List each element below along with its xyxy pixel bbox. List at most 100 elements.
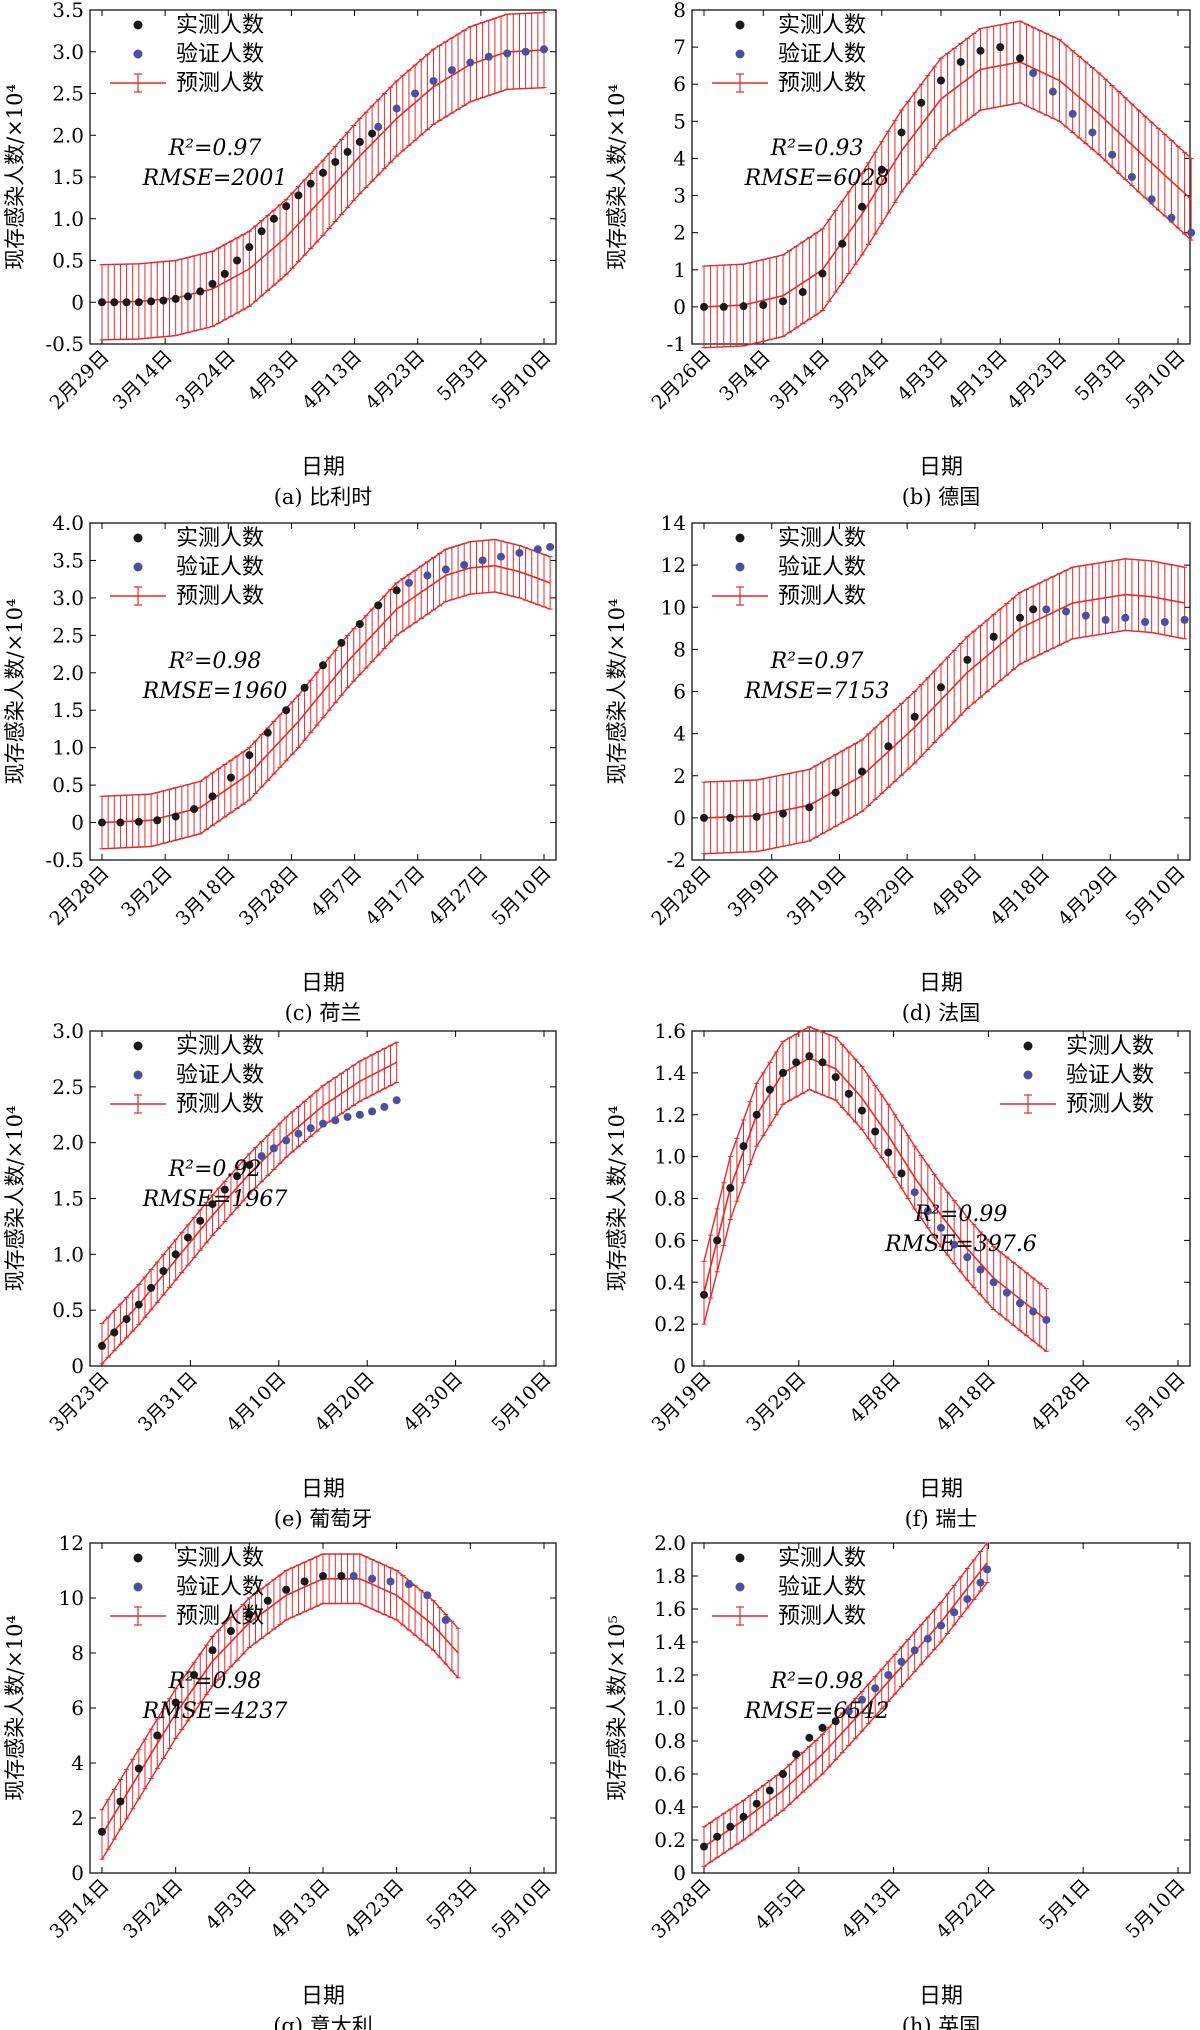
x-tick-label: 3月14日	[766, 346, 834, 414]
validation-point	[282, 1136, 291, 1145]
y-axis-label: 现存感染人数/×10⁴	[3, 1106, 27, 1292]
observed-point	[263, 1596, 272, 1605]
y-tick-label: 0.5	[52, 1298, 84, 1322]
legend-marker	[735, 562, 745, 572]
observed-point	[937, 683, 945, 692]
legend-label: 实测人数	[778, 1546, 866, 1571]
y-tick-label: 0.5	[52, 249, 84, 273]
x-tick-label: 5月3日	[1071, 346, 1131, 406]
validation-point	[533, 545, 542, 554]
x-tick-label: 3月19日	[647, 1368, 715, 1436]
validation-point	[1002, 1288, 1011, 1297]
validation-point	[910, 1646, 919, 1655]
y-tick-label: 2	[71, 1806, 84, 1830]
validation-point	[910, 1188, 919, 1197]
observed-point	[719, 302, 728, 311]
observed-point	[739, 1812, 748, 1821]
observed-point	[798, 288, 807, 297]
validation-point	[368, 1107, 377, 1116]
observed-point	[337, 638, 346, 647]
x-axis-label: 日期	[301, 455, 345, 480]
y-tick-label: 3.0	[52, 40, 84, 64]
observed-point	[190, 1671, 199, 1679]
observed-point	[269, 214, 278, 223]
y-tick-label: 1.5	[52, 1187, 84, 1211]
legend-marker	[1023, 1070, 1033, 1080]
observed-point	[838, 239, 847, 248]
x-tick-label: 3月29日	[742, 1368, 810, 1436]
x-tick-label: 4月23日	[340, 1875, 408, 1943]
validation-point	[1029, 1307, 1038, 1316]
panel-caption: (e) 葡萄牙	[274, 1507, 373, 1531]
r2-annotation: R²=0.99	[914, 1202, 1008, 1227]
y-tick-label: 10	[59, 1586, 84, 1610]
validation-point	[392, 104, 401, 113]
chart-panel-4: 0 0.5 1.0 1.5 2.0 2.5 3.0 3月23日 3月31日 4月10日 4月20日 4…	[3, 1019, 557, 1531]
validation-point	[343, 1112, 352, 1121]
validation-point	[950, 1608, 959, 1617]
legend-label: 预测人数	[778, 1604, 866, 1629]
rmse-annotation: RMSE=6542	[744, 1699, 890, 1724]
legend-label: 预测人数	[778, 71, 866, 96]
observed-point	[171, 294, 180, 303]
observed-point	[147, 1283, 156, 1292]
observed-point	[208, 1646, 217, 1655]
y-tick-label: 3	[673, 184, 686, 208]
y-tick-label: 1.0	[654, 1696, 686, 1720]
observed-point	[700, 1290, 708, 1299]
observed-point	[116, 1797, 125, 1806]
validation-point	[441, 1616, 450, 1624]
observed-point	[805, 1052, 814, 1061]
observed-point	[159, 296, 168, 305]
validation-point	[331, 1116, 340, 1125]
observed-point	[134, 1300, 143, 1309]
chart-panel-5: 0 0.2 0.4 0.6 0.8 1.0 1.2 1.4 1.6 3月19日 3月29日 4月8日 4…	[605, 1019, 1191, 1531]
observed-point	[98, 818, 106, 827]
legend-marker	[133, 562, 143, 572]
y-tick-label: 2	[673, 221, 686, 245]
x-tick-label: 4月20日	[311, 1368, 379, 1436]
observed-point	[1016, 613, 1024, 622]
validation-point	[858, 1695, 866, 1704]
x-tick-label: 4月22日	[932, 1875, 1000, 1943]
x-tick-label: 2月28日	[45, 862, 113, 930]
r2-annotation: R²=0.98	[770, 1669, 864, 1694]
x-tick-label: 5月10日	[1121, 862, 1189, 930]
y-tick-label: 6	[673, 680, 686, 704]
validation-point	[884, 1671, 893, 1679]
observed-point	[196, 287, 205, 296]
validation-point	[429, 76, 438, 85]
y-tick-label: 0.6	[654, 1762, 686, 1786]
observed-point	[831, 1073, 840, 1082]
observed-point	[319, 168, 327, 177]
observed-point	[818, 1723, 827, 1732]
legend-marker	[133, 1582, 143, 1592]
y-axis-label: 现存感染人数/×10⁴	[3, 599, 27, 785]
observed-point	[805, 1733, 814, 1742]
r2-annotation: R²=0.92	[168, 1157, 262, 1182]
observed-point	[263, 728, 272, 737]
legend-label: 实测人数	[778, 526, 866, 551]
validation-point	[1147, 195, 1156, 204]
observed-point	[917, 98, 926, 107]
y-tick-label: 4.0	[52, 511, 84, 535]
y-tick-label: 2.5	[52, 1075, 84, 1099]
y-tick-label: 0	[71, 811, 84, 835]
observed-point	[116, 818, 125, 827]
validation-point	[1042, 605, 1051, 614]
validation-point	[404, 578, 413, 587]
y-tick-label: 5	[673, 109, 686, 133]
legend-label: 实测人数	[1066, 1034, 1154, 1059]
validation-point	[441, 565, 450, 574]
validation-point	[1121, 613, 1130, 622]
y-tick-label: 0.4	[654, 1795, 686, 1819]
validation-point	[1167, 213, 1176, 222]
validation-point	[319, 1119, 327, 1128]
observed-point	[779, 809, 787, 818]
validation-point	[937, 1621, 945, 1630]
y-tick-label: 3.0	[52, 586, 84, 610]
y-tick-label: 1.8	[654, 1564, 686, 1588]
validation-point	[983, 1565, 992, 1574]
x-tick-label: 4月10日	[222, 1368, 290, 1436]
